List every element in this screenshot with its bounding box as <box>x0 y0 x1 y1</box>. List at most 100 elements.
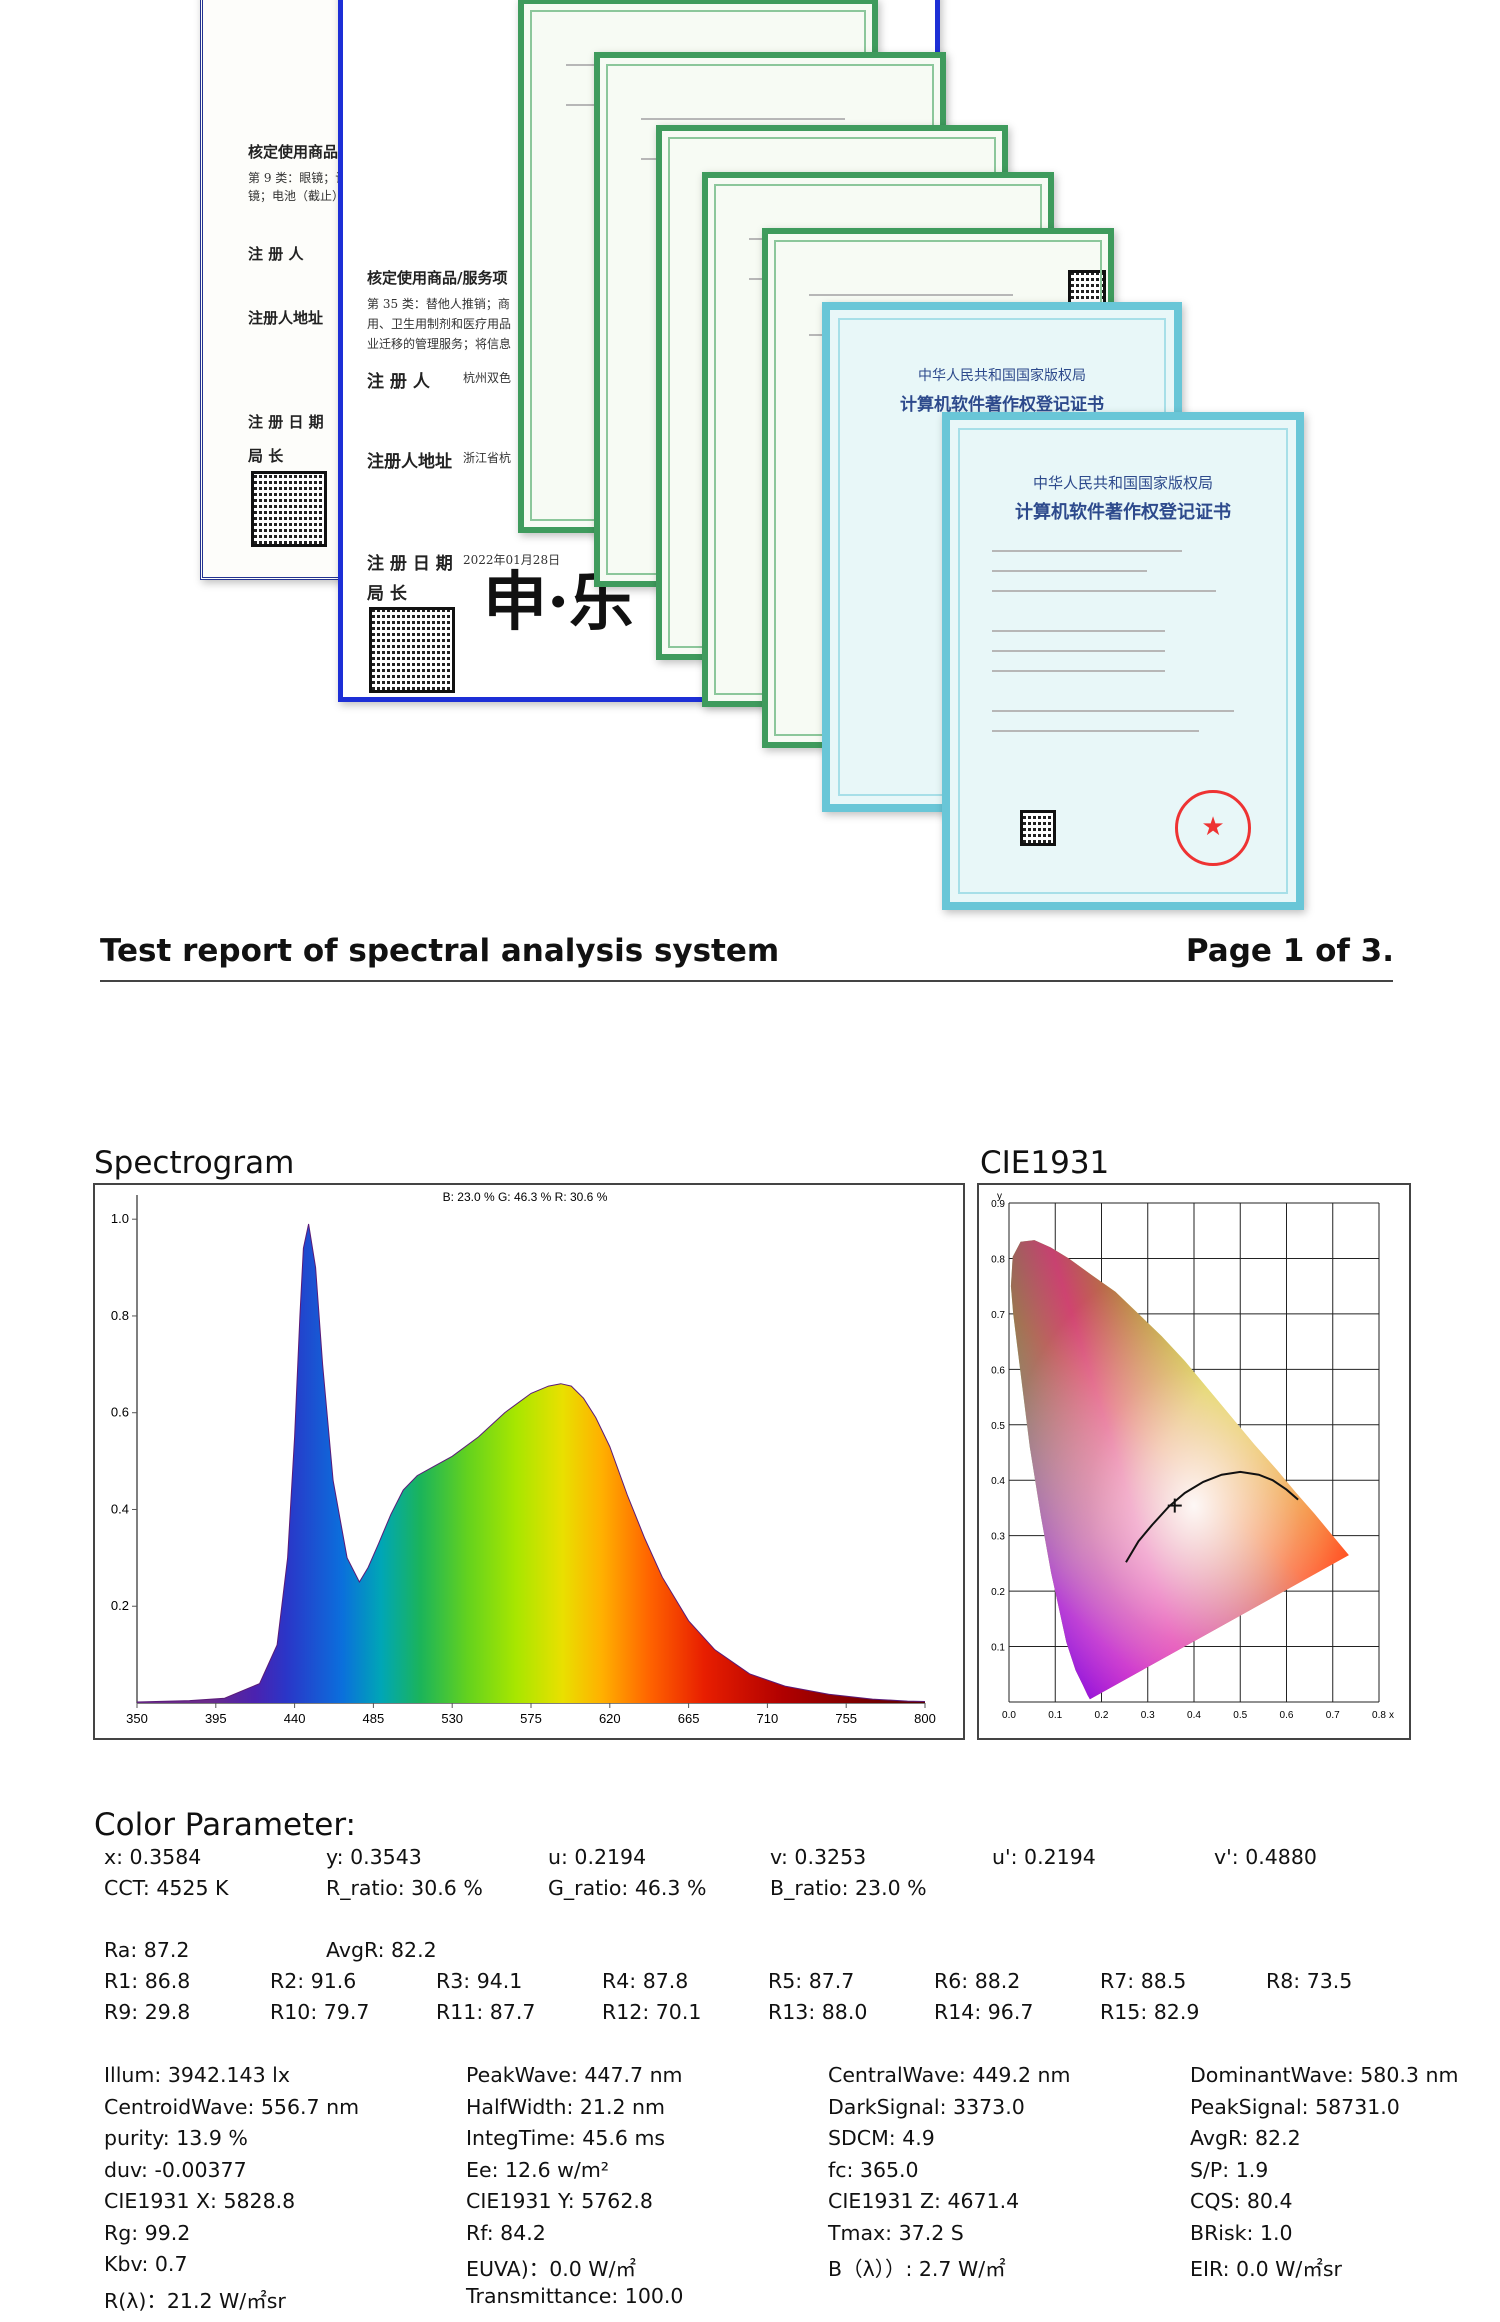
measurement-value: fc: 365.0 <box>828 2157 919 2182</box>
x-tick-label: 800 <box>914 1711 936 1726</box>
y-tick-label: 0.4 <box>111 1501 129 1516</box>
measurement-value: Tmax: 37.2 S <box>828 2220 964 2245</box>
x-tick-label: 665 <box>678 1711 700 1726</box>
measurement-value: IntegTime: 45.6 ms <box>466 2126 666 2150</box>
ra-value: Ra: 87.2 <box>104 1938 190 1962</box>
class-line-2: 用、卫生用制剂和医疗用品 <box>367 317 512 331</box>
x-tick-label: 755 <box>835 1711 857 1726</box>
x-tick-label: 710 <box>757 1711 779 1726</box>
cie-x-tick-label: 0.3 <box>1141 1710 1155 1721</box>
tick-group: 350 395 440 485 530 575 620 665 710 755 800 0.2 0.4 0… <box>111 1211 936 1726</box>
spectrogram-panel: B: 23.0 % G: 46.3 % R: 30.6 % 350 395 440 4… <box>93 1183 965 1740</box>
ratio-value: B_ratio: 23.0 % <box>770 1876 927 1900</box>
x-tick-label: 440 <box>284 1711 306 1726</box>
cri-value: R12: 70.1 <box>602 2000 702 2024</box>
cri-value: R4: 87.8 <box>602 1969 689 1993</box>
measurement-value: BRisk: 1.0 <box>1190 2220 1293 2245</box>
x-tick-label: 395 <box>205 1711 227 1726</box>
ratio-value: CCT: 4525 K <box>104 1876 229 1900</box>
chromaticity-value: u': 0.2194 <box>992 1845 1096 1869</box>
cri-value: R7: 88.5 <box>1100 1969 1187 1993</box>
cri-value: R6: 88.2 <box>934 1969 1021 1993</box>
x-tick-label: 350 <box>126 1711 148 1726</box>
cie-y-tick-label: 0.9 <box>991 1199 1005 1210</box>
cie-y-tick-label: 0.5 <box>991 1421 1005 1432</box>
cie-x-tick-label: 0.8 <box>1372 1710 1386 1721</box>
class-line-2: 镜；电池（截止） <box>248 189 345 203</box>
cie-chart: 0.0 0.1 0.2 0.3 0.4 0.5 0.6 0.7 0.8 0.1 0.2 0.3 0.4 0… <box>991 1191 1394 1721</box>
measurement-value: B（λ））: 2.7 W/㎡ <box>828 2257 1006 2281</box>
certificate-title: 计算机软件著作权登记证书 <box>1015 502 1231 523</box>
director-label: 局 长 <box>367 584 407 604</box>
measurement-value: S/P: 1.9 <box>1190 2157 1269 2182</box>
registrant-label: 注 册 人 <box>367 372 430 392</box>
cie-x-tick-label: 0.2 <box>1095 1710 1109 1721</box>
cri-value: R10: 79.7 <box>270 2000 370 2024</box>
address-label: 注册人地址 <box>367 452 452 472</box>
cie-x-tick-label: 0.5 <box>1233 1710 1247 1721</box>
cie-y-tick-label: 0.2 <box>991 1587 1005 1598</box>
measurement-value: EUVA)：0.0 W/㎡ <box>466 2257 636 2281</box>
spectrogram-chart: B: 23.0 % G: 46.3 % R: 30.6 % 350 395 440 4… <box>111 1190 936 1726</box>
report-title: Test report of spectral analysis system <box>100 933 780 969</box>
cie-x-tick-label: 0.0 <box>1002 1710 1016 1721</box>
spectrogram-title: Spectrogram <box>94 1145 295 1181</box>
cri-value: R5: 87.7 <box>768 1969 855 1993</box>
ratio-value: R_ratio: 30.6 % <box>326 1876 483 1900</box>
qr-code <box>369 607 455 693</box>
qr-code <box>1020 810 1056 846</box>
cri-value: R1: 86.8 <box>104 1969 191 1993</box>
measurement-value: EIR: 0.0 W/㎡sr <box>1190 2257 1342 2281</box>
cie-y-tick-label: 0.7 <box>991 1310 1005 1321</box>
cie-y-axis-label: y <box>997 1191 1002 1202</box>
x-tick-label: 620 <box>599 1711 621 1726</box>
chromaticity-value: v: 0.3253 <box>770 1845 867 1869</box>
measurement-value: HalfWidth: 21.2 nm <box>466 2094 665 2119</box>
director-label: 局 长 <box>248 447 284 465</box>
cri-value: R3: 94.1 <box>436 1969 523 1993</box>
office-name: 中华人民共和国国家版权局 <box>1032 474 1213 492</box>
page-indicator: Page 1 of 3. <box>1185 933 1394 969</box>
measurement-value: CentroidWave: 556.7 nm <box>104 2094 360 2119</box>
chromaticity-point-marker <box>1167 1498 1182 1513</box>
office-name: 中华人民共和国国家版权局 <box>918 368 1086 384</box>
cie-x-tick-label: 0.4 <box>1187 1710 1201 1721</box>
cie-x-axis-label: x <box>1389 1710 1394 1721</box>
qr-code <box>251 471 327 547</box>
measurement-value: PeakSignal: 58731.0 <box>1190 2094 1400 2119</box>
measurement-value: CQS: 80.4 <box>1190 2189 1293 2213</box>
measurement-value: duv: -0.00377 <box>104 2157 247 2182</box>
measurement-value: CIE1931 X: 5828.8 <box>104 2189 296 2213</box>
measurement-value: Illum: 3942.143 lx <box>104 2063 290 2087</box>
measurement-value: Ee: 12.6 w/m² <box>466 2157 610 2182</box>
measurement-value: PeakWave: 447.7 nm <box>466 2063 683 2087</box>
cie-y-tick-label: 0.1 <box>991 1643 1005 1654</box>
reg-date-label: 注 册 日 期 <box>367 554 453 574</box>
chromaticity-value: x: 0.3584 <box>104 1845 202 1869</box>
x-tick-label: 485 <box>363 1711 385 1726</box>
cri-value: R2: 91.6 <box>270 1969 357 1993</box>
measurement-value: AvgR: 82.2 <box>1190 2126 1301 2150</box>
spectrum-line <box>136 1223 926 1703</box>
class-line: 第 9 类：眼镜；计 <box>248 171 348 185</box>
cie-y-tick-label: 0.4 <box>991 1476 1005 1487</box>
cri-value: R9: 29.8 <box>104 2000 191 2024</box>
cri-value: R14: 96.7 <box>934 2000 1034 2024</box>
cri-value: R11: 87.7 <box>436 2000 536 2024</box>
measurement-value: R(λ)：21.2 W/㎡sr <box>104 2288 286 2313</box>
planckian-locus <box>1125 1470 1299 1563</box>
y-tick-label: 0.6 <box>111 1405 129 1420</box>
color-parameter-title: Color Parameter: <box>94 1807 356 1843</box>
cri-value: R8: 73.5 <box>1266 1969 1353 1993</box>
registrant-value: 杭州双色 <box>463 371 512 385</box>
chromaticity-value: u: 0.2194 <box>548 1845 647 1869</box>
x-tick-label: 530 <box>441 1711 463 1726</box>
address-value: 浙江省杭 <box>463 451 512 465</box>
approved-goods-label: 核定使用商品 <box>248 143 339 161</box>
measurement-value: Rg: 99.2 <box>104 2220 191 2245</box>
measurement-value: DominantWave: 580.3 nm <box>1190 2063 1459 2087</box>
reg-date-label: 注 册 日 期 <box>248 413 324 431</box>
measurement-value: purity: 13.9 % <box>104 2126 248 2150</box>
address-label: 注册人地址 <box>248 309 324 327</box>
measurement-value: CIE1931 Z: 4671.4 <box>828 2189 1020 2213</box>
